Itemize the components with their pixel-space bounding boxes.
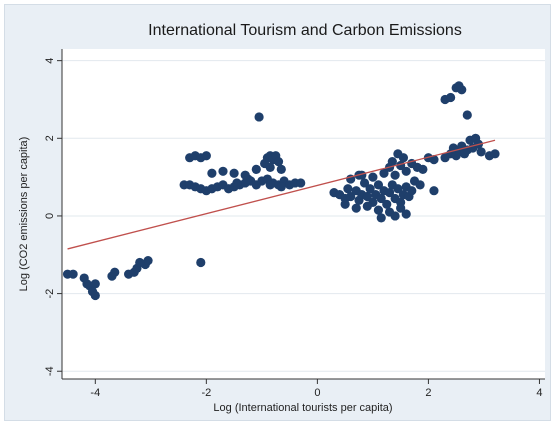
- x-tick-label: 4: [536, 387, 542, 399]
- y-axis-ticks: -4 -2 0 2 4: [44, 58, 62, 377]
- data-point: [391, 211, 400, 220]
- y-tick-label: -2: [44, 289, 56, 299]
- data-point: [477, 147, 486, 156]
- x-tick-label: 2: [425, 387, 431, 399]
- data-point: [388, 157, 397, 166]
- data-point: [399, 153, 408, 162]
- x-tick-label: 0: [314, 387, 320, 399]
- data-point: [143, 256, 152, 265]
- data-point: [69, 270, 78, 279]
- x-axis-title: Log (International tourists per capita): [213, 402, 392, 414]
- data-point: [402, 209, 411, 218]
- data-point: [429, 186, 438, 195]
- data-point: [218, 167, 227, 176]
- data-point: [91, 291, 100, 300]
- x-tick-label: -4: [90, 387, 100, 399]
- data-point: [135, 258, 144, 267]
- x-tick-label: -2: [201, 387, 211, 399]
- data-point: [254, 112, 263, 121]
- y-tick-label: 0: [44, 213, 56, 219]
- data-point: [446, 93, 455, 102]
- data-point: [277, 165, 286, 174]
- data-point: [277, 182, 286, 191]
- data-point: [418, 165, 427, 174]
- data-point: [415, 180, 424, 189]
- y-axis-title: Log (CO2 emissions per capita): [18, 137, 30, 292]
- data-point: [402, 167, 411, 176]
- data-point: [391, 171, 400, 180]
- data-point: [407, 186, 416, 195]
- data-point: [377, 213, 386, 222]
- data-point: [252, 165, 261, 174]
- data-point: [266, 163, 275, 172]
- chart-title: International Tourism and Carbon Emissio…: [148, 22, 462, 39]
- data-point: [232, 178, 241, 187]
- data-point: [91, 279, 100, 288]
- y-tick-label: -4: [44, 366, 56, 376]
- data-point: [352, 204, 361, 213]
- data-point: [202, 151, 211, 160]
- y-tick-label: 2: [44, 135, 56, 141]
- y-tick-label: 4: [44, 58, 56, 64]
- data-point: [490, 149, 499, 158]
- data-point: [230, 169, 239, 178]
- scatter-chart: -4 -2 0 2 4 -4 -2 0 2 4 International Tourism an…: [5, 5, 550, 420]
- data-point: [266, 180, 275, 189]
- data-point: [454, 81, 463, 90]
- data-point: [110, 268, 119, 277]
- data-point: [341, 200, 350, 209]
- data-point: [196, 258, 205, 267]
- data-point: [463, 110, 472, 119]
- x-axis-ticks: -4 -2 0 2 4: [90, 379, 542, 399]
- data-point: [368, 173, 377, 182]
- data-point: [363, 202, 372, 211]
- data-point: [241, 171, 250, 180]
- data-point: [207, 169, 216, 178]
- data-point: [296, 178, 305, 187]
- plot-area: [62, 49, 545, 379]
- chart-frame: -4 -2 0 2 4 -4 -2 0 2 4 International Tourism an…: [4, 4, 551, 421]
